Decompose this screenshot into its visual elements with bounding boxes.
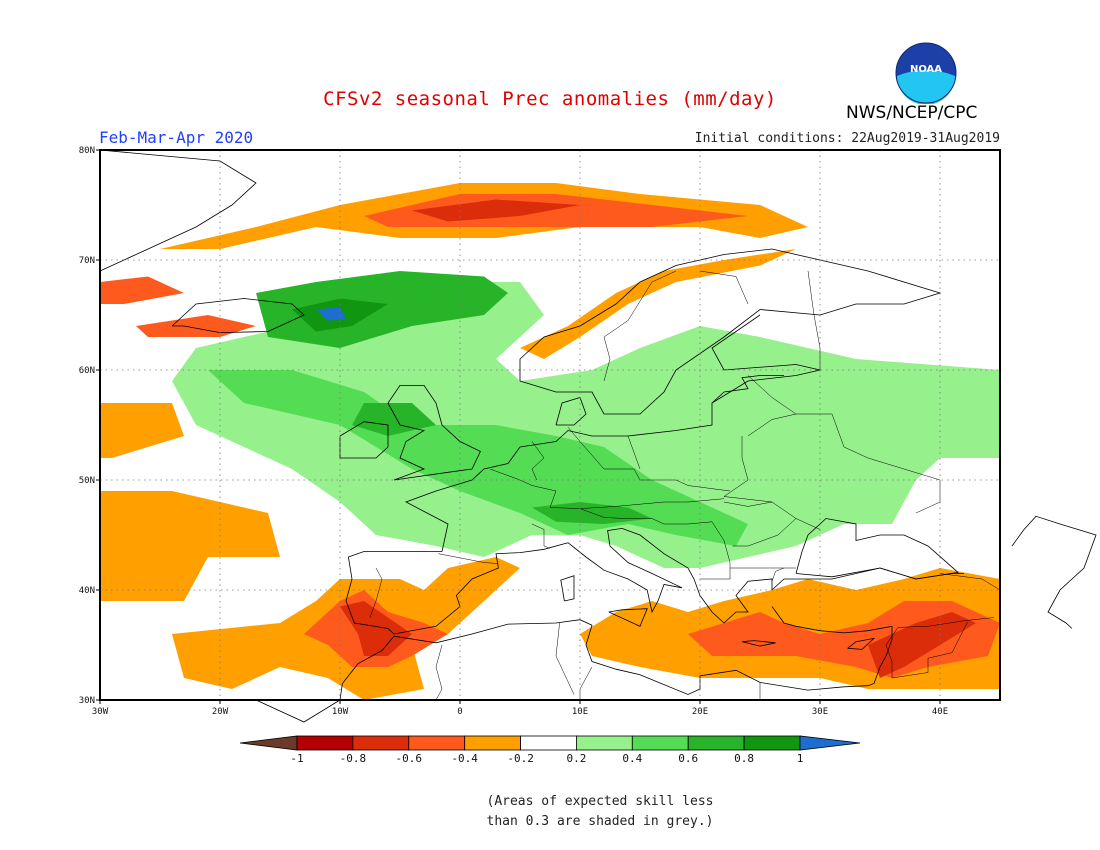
coastline-sicily: [608, 608, 648, 627]
map-frame: [99, 149, 1001, 701]
coastline-iberia: [345, 542, 569, 635]
anomaly-region-europe-wet-main: [172, 282, 1000, 568]
skill-note: (Areas of expected skill less than 0.3 a…: [0, 792, 1100, 832]
lon-tick-label: 10W: [332, 707, 349, 717]
border-line: [732, 518, 797, 547]
border-line: [891, 621, 968, 679]
anomaly-region-britain-wet-core: [352, 403, 436, 436]
border-line: [435, 644, 443, 701]
anomaly-region-eastern-med-dry-core: [688, 601, 1000, 678]
season-label: Feb-Mar-Apr 2020: [99, 128, 254, 147]
coastline-italy: [567, 527, 773, 624]
border-line: [438, 553, 499, 564]
border-line: [531, 441, 545, 481]
coastline-corsica-sardinia: [560, 575, 575, 602]
border-line: [664, 498, 725, 503]
organization-label: NWS/NCEP/CPC: [846, 103, 978, 123]
anomaly-region-levant-dry-strong: [868, 612, 976, 678]
coastline-cyprus: [847, 637, 876, 650]
skill-note-line-1: (Areas of expected skill less: [486, 794, 714, 809]
border-line: [939, 573, 1001, 591]
anomaly-region-europe-wet-core: [208, 370, 748, 546]
border-line: [555, 622, 575, 695]
coastline-north-africa: [255, 619, 869, 723]
precipitation-anomaly-map: 30W 20W 10W 0 10E 20E 30E 40E 80N 70N 60N 50N 40N 30N: [79, 146, 1097, 723]
axis-labels: 30W 20W 10W 0 10E 20E 30E 40E 80N 70N 60N 50N 40N 30N: [79, 146, 948, 717]
lon-tick-label: 20E: [692, 707, 708, 717]
anomaly-region-atlantic-dry-south: [100, 491, 280, 601]
lon-tick-label: 10E: [572, 707, 588, 717]
lat-tick-label: 80N: [79, 146, 95, 156]
anomaly-field: [100, 183, 1000, 700]
coastline-iceland: [171, 298, 305, 334]
coastline-great-britain: [387, 385, 481, 481]
skill-note-line-2: than 0.3 are shaded in grey.): [486, 814, 714, 829]
lat-tick-label: 40N: [79, 586, 95, 596]
coastline-baltic-finland: [711, 375, 784, 404]
coastline-denmark: [555, 397, 587, 426]
lon-tick-label: 40E: [932, 707, 948, 717]
border-line: [603, 270, 677, 382]
coastline-black-sea: [795, 518, 959, 580]
border-line: [885, 617, 995, 678]
coastline-caspian: [1011, 515, 1097, 629]
lon-tick-label: 0: [457, 707, 462, 717]
anomaly-region-iberia-dry-strong: [340, 601, 412, 656]
anomaly-region-iceland-dry: [136, 315, 256, 337]
border-line: [567, 427, 731, 492]
country-borders: [369, 270, 1001, 701]
noaa-logo-icon: NOAA: [895, 42, 957, 104]
anomaly-region-norway-coast-dry: [520, 249, 796, 359]
border-line: [771, 567, 785, 582]
graticule: [100, 150, 1000, 700]
anomaly-region-greenland-dry: [100, 276, 184, 304]
lon-tick-label: 30E: [812, 707, 828, 717]
initial-conditions-label: Initial conditions: 22Aug2019-31Aug2019: [694, 131, 1000, 146]
lat-tick-label: 50N: [79, 476, 95, 486]
border-line: [369, 567, 383, 618]
anomaly-region-atlantic-dry-west: [100, 403, 184, 458]
lat-tick-label: 60N: [79, 366, 95, 376]
border-line: [723, 501, 773, 507]
coastline-crete: [741, 640, 776, 647]
border-line: [699, 270, 749, 305]
coastline-greenland: [99, 149, 257, 272]
border-line: [627, 435, 641, 470]
lat-tick-label: 70N: [79, 256, 95, 266]
border-line: [531, 523, 551, 549]
border-line: [579, 666, 593, 700]
coastline-continent-north: [405, 314, 821, 552]
border-line: [489, 468, 665, 509]
lon-tick-label: 30W: [92, 707, 109, 717]
lon-tick-label: 20W: [212, 707, 229, 717]
anomaly-region-arctic-dry-strong: [412, 199, 580, 222]
lat-tick-label: 30N: [79, 696, 95, 706]
coastline-turkey-south: [771, 606, 893, 687]
anomaly-region-iceland-wet-peak: [316, 307, 346, 321]
logo-text: NOAA: [910, 64, 942, 75]
chart-title: CFSv2 seasonal Prec anomalies (mm/day): [323, 88, 777, 110]
